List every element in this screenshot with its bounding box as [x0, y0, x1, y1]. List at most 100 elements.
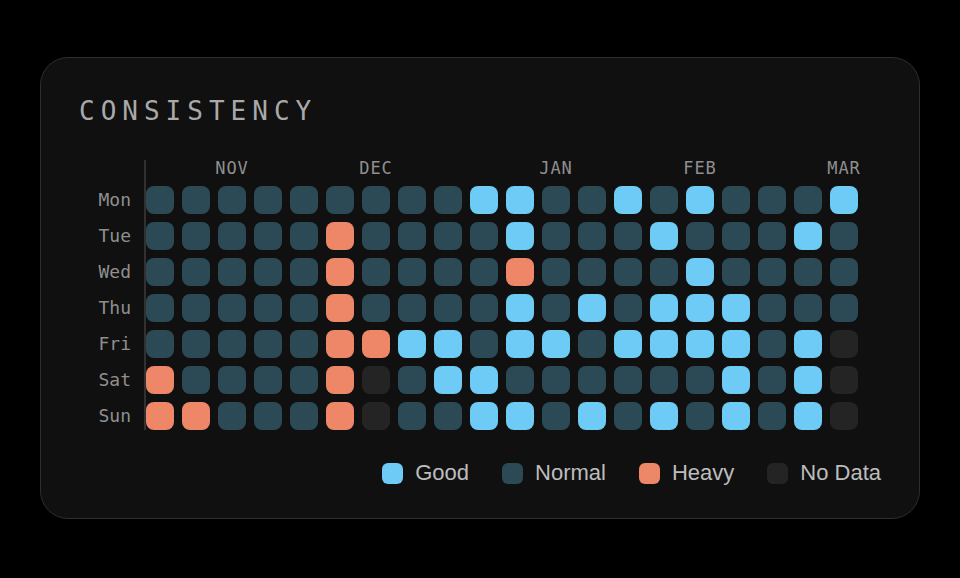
heatmap-cell [290, 258, 318, 286]
heatmap-cell [830, 258, 858, 286]
heatmap-cell [146, 330, 174, 358]
heatmap-cell [650, 330, 678, 358]
heatmap-cell [470, 366, 498, 394]
heatmap-cell [578, 402, 606, 430]
heatmap-cell [398, 186, 426, 214]
heatmap-cell [542, 402, 570, 430]
month-label-nov: NOV [215, 158, 249, 178]
heatmap-cell [758, 366, 786, 394]
heatmap-cell [182, 258, 210, 286]
heatmap-cell [362, 402, 390, 430]
heatmap-cell [542, 366, 570, 394]
legend-entry-heavy: Heavy [639, 460, 734, 486]
heatmap-cell [254, 366, 282, 394]
heatmap-cell [758, 402, 786, 430]
heatmap-cell [218, 258, 246, 286]
heatmap-cell [146, 366, 174, 394]
heatmap-cell [686, 222, 714, 250]
heatmap-cell [830, 330, 858, 358]
heatmap-cell [254, 186, 282, 214]
heatmap-cell [686, 402, 714, 430]
heatmap-row-thu: Thu [41, 294, 866, 322]
heatmap-cell [326, 222, 354, 250]
heatmap-cell [578, 186, 606, 214]
heatmap-cell [398, 402, 426, 430]
heatmap-cell [470, 258, 498, 286]
heatmap-cell [794, 294, 822, 322]
heatmap-cell [470, 222, 498, 250]
heatmap-cell [470, 294, 498, 322]
month-label-dec: DEC [359, 158, 393, 178]
legend-label: Normal [535, 460, 606, 486]
heatmap-cell [542, 186, 570, 214]
heatmap-cell [758, 330, 786, 358]
heatmap-cell [326, 294, 354, 322]
legend-entry-normal: Normal [502, 460, 606, 486]
heatmap-cell [794, 222, 822, 250]
heatmap-cell [290, 366, 318, 394]
heatmap-cell [506, 294, 534, 322]
heatmap-cell [830, 294, 858, 322]
heatmap-cell [182, 294, 210, 322]
heatmap-cell [146, 294, 174, 322]
heatmap-cell [254, 294, 282, 322]
heatmap-cell [290, 186, 318, 214]
heatmap-cell [722, 366, 750, 394]
heatmap-cell [506, 186, 534, 214]
heatmap-cell [290, 402, 318, 430]
heatmap-cell [794, 402, 822, 430]
day-label-fri: Fri [41, 330, 131, 358]
legend-entry-good: Good [382, 460, 469, 486]
heatmap-cell [614, 402, 642, 430]
heatmap-cell [434, 402, 462, 430]
heatmap-cell [794, 366, 822, 394]
heatmap-cell [650, 186, 678, 214]
heatmap-cell [218, 222, 246, 250]
day-label-sun: Sun [41, 402, 131, 430]
heatmap-cell [290, 222, 318, 250]
heatmap-cell [542, 258, 570, 286]
heatmap-cell [578, 294, 606, 322]
heatmap-cell [326, 366, 354, 394]
heatmap-cell [830, 366, 858, 394]
heatmap-row-fri: Fri [41, 330, 866, 358]
heatmap-cell [686, 258, 714, 286]
heatmap-cell [218, 186, 246, 214]
legend-swatch-normal [502, 463, 523, 484]
heatmap-cell [218, 294, 246, 322]
heatmap-cell [542, 294, 570, 322]
heatmap-cell [686, 366, 714, 394]
heatmap-cell [506, 402, 534, 430]
heatmap-cell [506, 222, 534, 250]
legend: GoodNormalHeavyNo Data [382, 460, 881, 486]
heatmap-cell [470, 330, 498, 358]
month-label-feb: FEB [683, 158, 717, 178]
day-label-thu: Thu [41, 294, 131, 322]
heatmap-cell [398, 330, 426, 358]
heatmap-cell [830, 222, 858, 250]
heatmap-cell [686, 186, 714, 214]
heatmap-cell [794, 186, 822, 214]
heatmap-cell [362, 366, 390, 394]
heatmap-cell [578, 258, 606, 286]
heatmap-cell [434, 222, 462, 250]
month-label-mar: MAR [827, 158, 861, 178]
heatmap-cell [650, 294, 678, 322]
heatmap-cell [362, 258, 390, 286]
legend-swatch-nodata [767, 463, 788, 484]
legend-swatch-heavy [639, 463, 660, 484]
heatmap-cell [722, 186, 750, 214]
heatmap-cell [578, 222, 606, 250]
legend-label: Good [415, 460, 469, 486]
heatmap-row-wed: Wed [41, 258, 866, 286]
month-label-jan: JAN [539, 158, 573, 178]
heatmap-cell [182, 330, 210, 358]
heatmap-cell [182, 366, 210, 394]
heatmap-cell [398, 222, 426, 250]
heatmap-row-sun: Sun [41, 402, 866, 430]
heatmap-cell [722, 222, 750, 250]
heatmap-row-sat: Sat [41, 366, 866, 394]
heatmap-cell [830, 402, 858, 430]
heatmap-cell [290, 294, 318, 322]
heatmap-cell [254, 258, 282, 286]
